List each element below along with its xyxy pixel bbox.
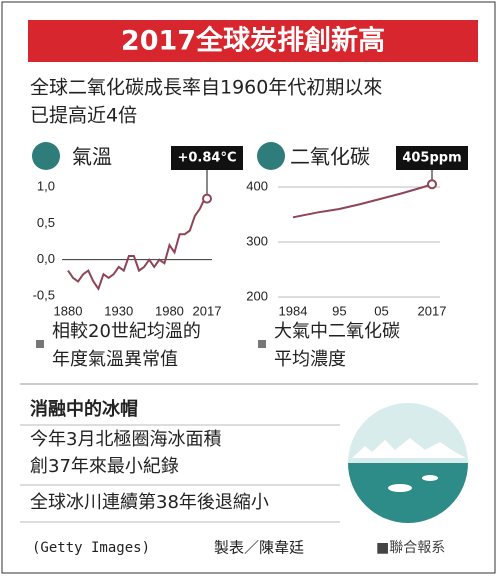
caption: 年度氣溫異常值 <box>52 349 178 370</box>
ice-line: 今年3月北極圈海冰面積 <box>30 429 221 450</box>
annotation-box <box>396 146 468 170</box>
icon <box>257 142 285 170</box>
ice-line: 創37年來最小紀錄 <box>30 456 179 477</box>
annotation-box <box>171 146 243 170</box>
x-tick-label: 1880 <box>54 303 83 318</box>
y-tick-label: 1,0 <box>37 178 55 193</box>
y-tick-label: 0,5 <box>37 215 55 230</box>
x-tick-label: 2017 <box>193 303 222 318</box>
end-marker <box>427 179 437 190</box>
caption: 相較20世紀均溫的 <box>52 321 201 342</box>
ice-note: 全球冰川連續第38年後退縮小 <box>30 492 269 513</box>
x-tick-label: 1930 <box>104 303 133 318</box>
caption: 平均濃度 <box>274 349 346 370</box>
x-tick-label: 1980 <box>155 303 184 318</box>
subtitle: 全球二氧化碳成長率自1960年代初期以來 <box>30 77 382 99</box>
y-tick-label: 0,0 <box>37 251 55 266</box>
subtitle: 已提高近4倍 <box>30 105 137 127</box>
chart-title: 二氧化碳 <box>290 145 370 169</box>
data-line <box>67 196 208 291</box>
end-marker <box>202 193 212 204</box>
y-tick-label: -0,5 <box>33 287 55 302</box>
annotation: +0.84°C <box>177 151 236 166</box>
x-tick-label: 05 <box>374 303 388 318</box>
ice-illustration <box>348 403 468 523</box>
annotation: 405ppm <box>402 151 461 166</box>
x-tick-label: 1984 <box>279 303 308 318</box>
x-tick-label: 95 <box>332 303 346 318</box>
title-bar <box>28 20 478 62</box>
caption: 大氣中二氧化碳 <box>274 321 400 342</box>
chart-title: 氣溫 <box>72 145 112 169</box>
source: ■聯合報系 <box>376 540 445 556</box>
ice-title: 消融中的冰帽 <box>30 398 138 420</box>
author: 製表／陳韋廷 <box>214 539 304 557</box>
data-line <box>292 183 433 219</box>
y-tick-label: 300 <box>246 233 268 248</box>
icon <box>32 142 60 170</box>
bullet <box>258 340 266 348</box>
title: 2017全球炭排創新高 <box>121 25 385 57</box>
x-tick-label: 2017 <box>418 303 447 318</box>
y-tick-label: 200 <box>246 288 268 303</box>
bullet <box>36 340 44 348</box>
credit: (Getty Images) <box>32 540 150 556</box>
y-tick-label: 400 <box>246 178 268 193</box>
